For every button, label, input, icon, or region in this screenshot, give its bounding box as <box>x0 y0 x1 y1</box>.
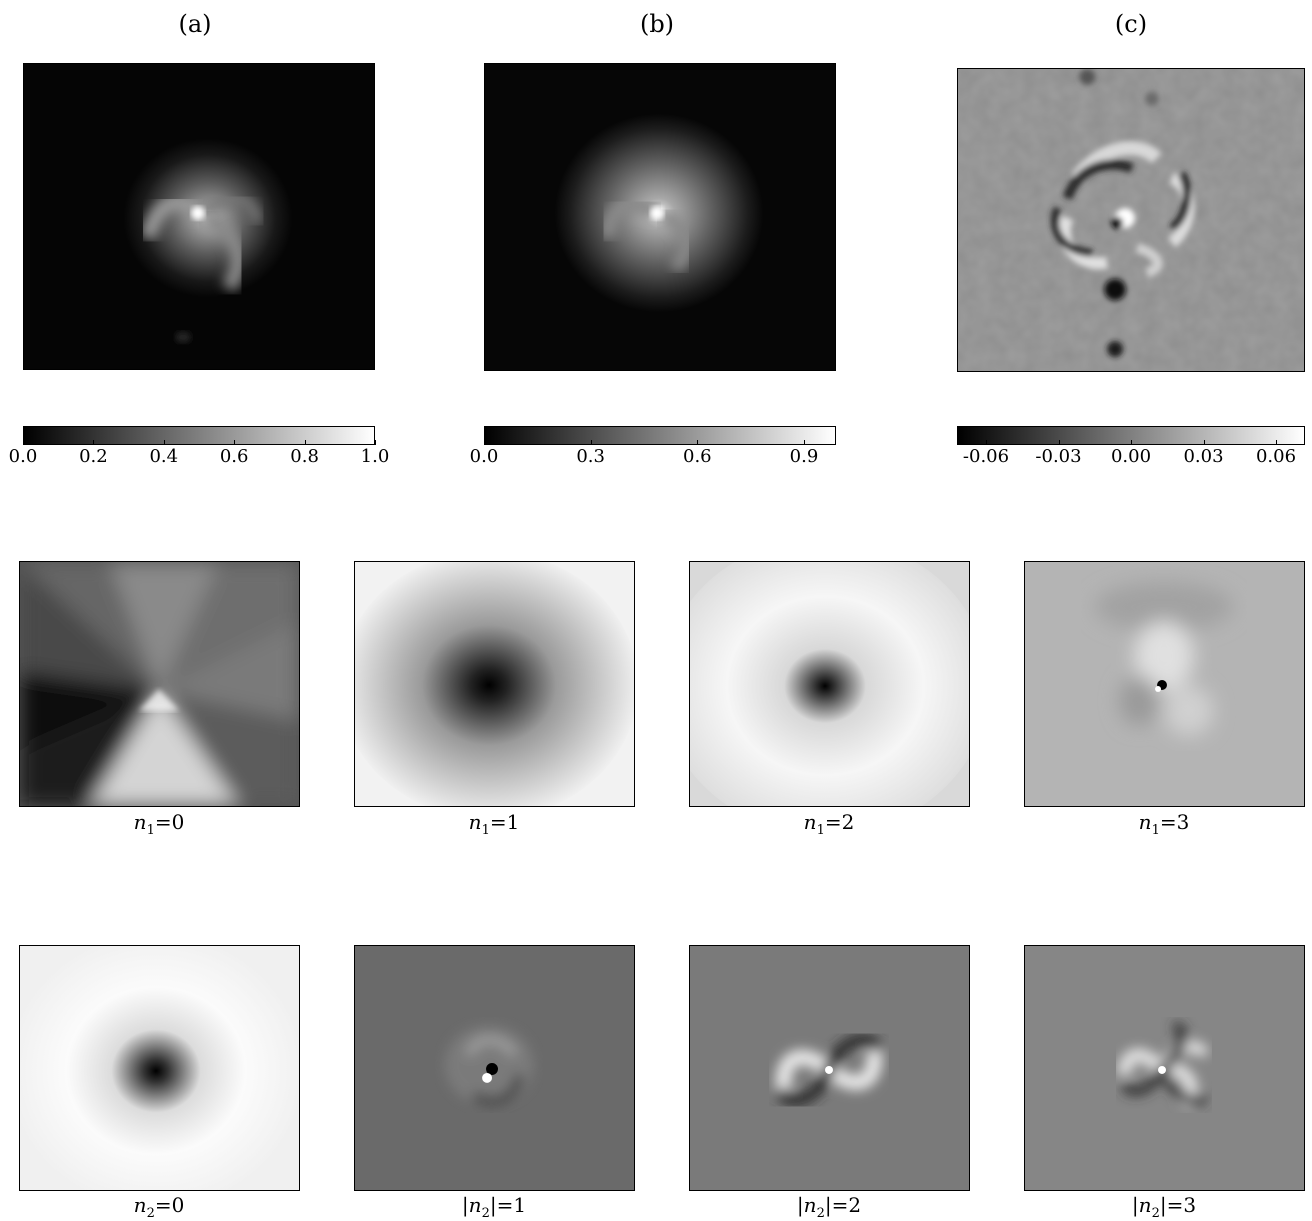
row2-caption-1: |n2|=1 <box>461 1193 527 1221</box>
basis-image-n1-0 <box>19 561 300 807</box>
colorbar-tick-label: 0.03 <box>1183 446 1224 467</box>
colorbar-tick <box>234 440 236 445</box>
colorbar-tick <box>484 440 485 445</box>
colorbar-a <box>23 426 375 445</box>
colorbar-tick-label: -0.06 <box>962 446 1010 467</box>
colorbar-tick-label: 0.8 <box>290 446 319 467</box>
row1-caption-2: n1=2 <box>803 810 855 838</box>
colorbar-tick-label: 0.0 <box>469 446 499 467</box>
row2-caption-0: n2=0 <box>133 1193 185 1221</box>
colorbar-tick <box>1131 440 1132 445</box>
colorbar-tick-label: 0.00 <box>1110 446 1152 467</box>
galaxy-image-a <box>23 63 375 370</box>
colorbar-tick-label: 0.4 <box>149 446 179 467</box>
colorbar-tick-label: 0.6 <box>219 446 249 467</box>
colorbar-tick <box>23 440 24 445</box>
colorbar-tick <box>1276 440 1277 445</box>
colorbar-tick-label: 0.06 <box>1255 446 1297 467</box>
panel-label-b: (b) <box>639 10 675 38</box>
row2-caption-3: |n2|=3 <box>1131 1193 1197 1221</box>
colorbar-tick-label: 0.0 <box>8 446 38 467</box>
colorbar-tick-label: 0.6 <box>683 446 712 467</box>
colorbar-tick-label: -0.03 <box>1035 446 1082 467</box>
basis-image-n2-3 <box>1024 945 1305 1191</box>
colorbar-tick <box>697 440 699 445</box>
colorbar-tick <box>93 440 95 445</box>
row2-caption-2: |n2|=2 <box>796 1193 862 1221</box>
colorbar-tick <box>590 440 592 445</box>
colorbar-tick-label: 0.3 <box>576 446 605 467</box>
basis-image-n2-0 <box>19 945 300 1191</box>
colorbar-tick <box>804 440 805 445</box>
row1-caption-0: n1=0 <box>133 810 185 838</box>
panel-label-a: (a) <box>178 10 212 38</box>
colorbar-tick <box>163 440 165 445</box>
galaxy-image-b <box>484 63 836 371</box>
colorbar-b <box>484 426 836 445</box>
row1-caption-3: n1=3 <box>1138 810 1190 838</box>
panel-label-c: (c) <box>1114 10 1148 38</box>
basis-image-n2-1 <box>354 945 635 1191</box>
basis-image-n1-1 <box>354 561 635 807</box>
row1-caption-1: n1=1 <box>468 810 520 838</box>
colorbar-tick <box>1058 440 1060 445</box>
colorbar-tick <box>986 440 987 445</box>
colorbar-tick-label: 0.9 <box>789 446 819 467</box>
colorbar-tick <box>1203 440 1205 445</box>
colorbar-tick <box>375 440 376 445</box>
colorbar-tick <box>304 440 306 445</box>
basis-image-n1-2 <box>689 561 970 807</box>
colorbar-tick-label: 1.0 <box>360 446 390 467</box>
basis-image-n1-3 <box>1024 561 1305 807</box>
colorbar-tick-label: 0.2 <box>79 446 108 467</box>
residual-image-c <box>957 68 1305 372</box>
basis-image-n2-2 <box>689 945 970 1191</box>
